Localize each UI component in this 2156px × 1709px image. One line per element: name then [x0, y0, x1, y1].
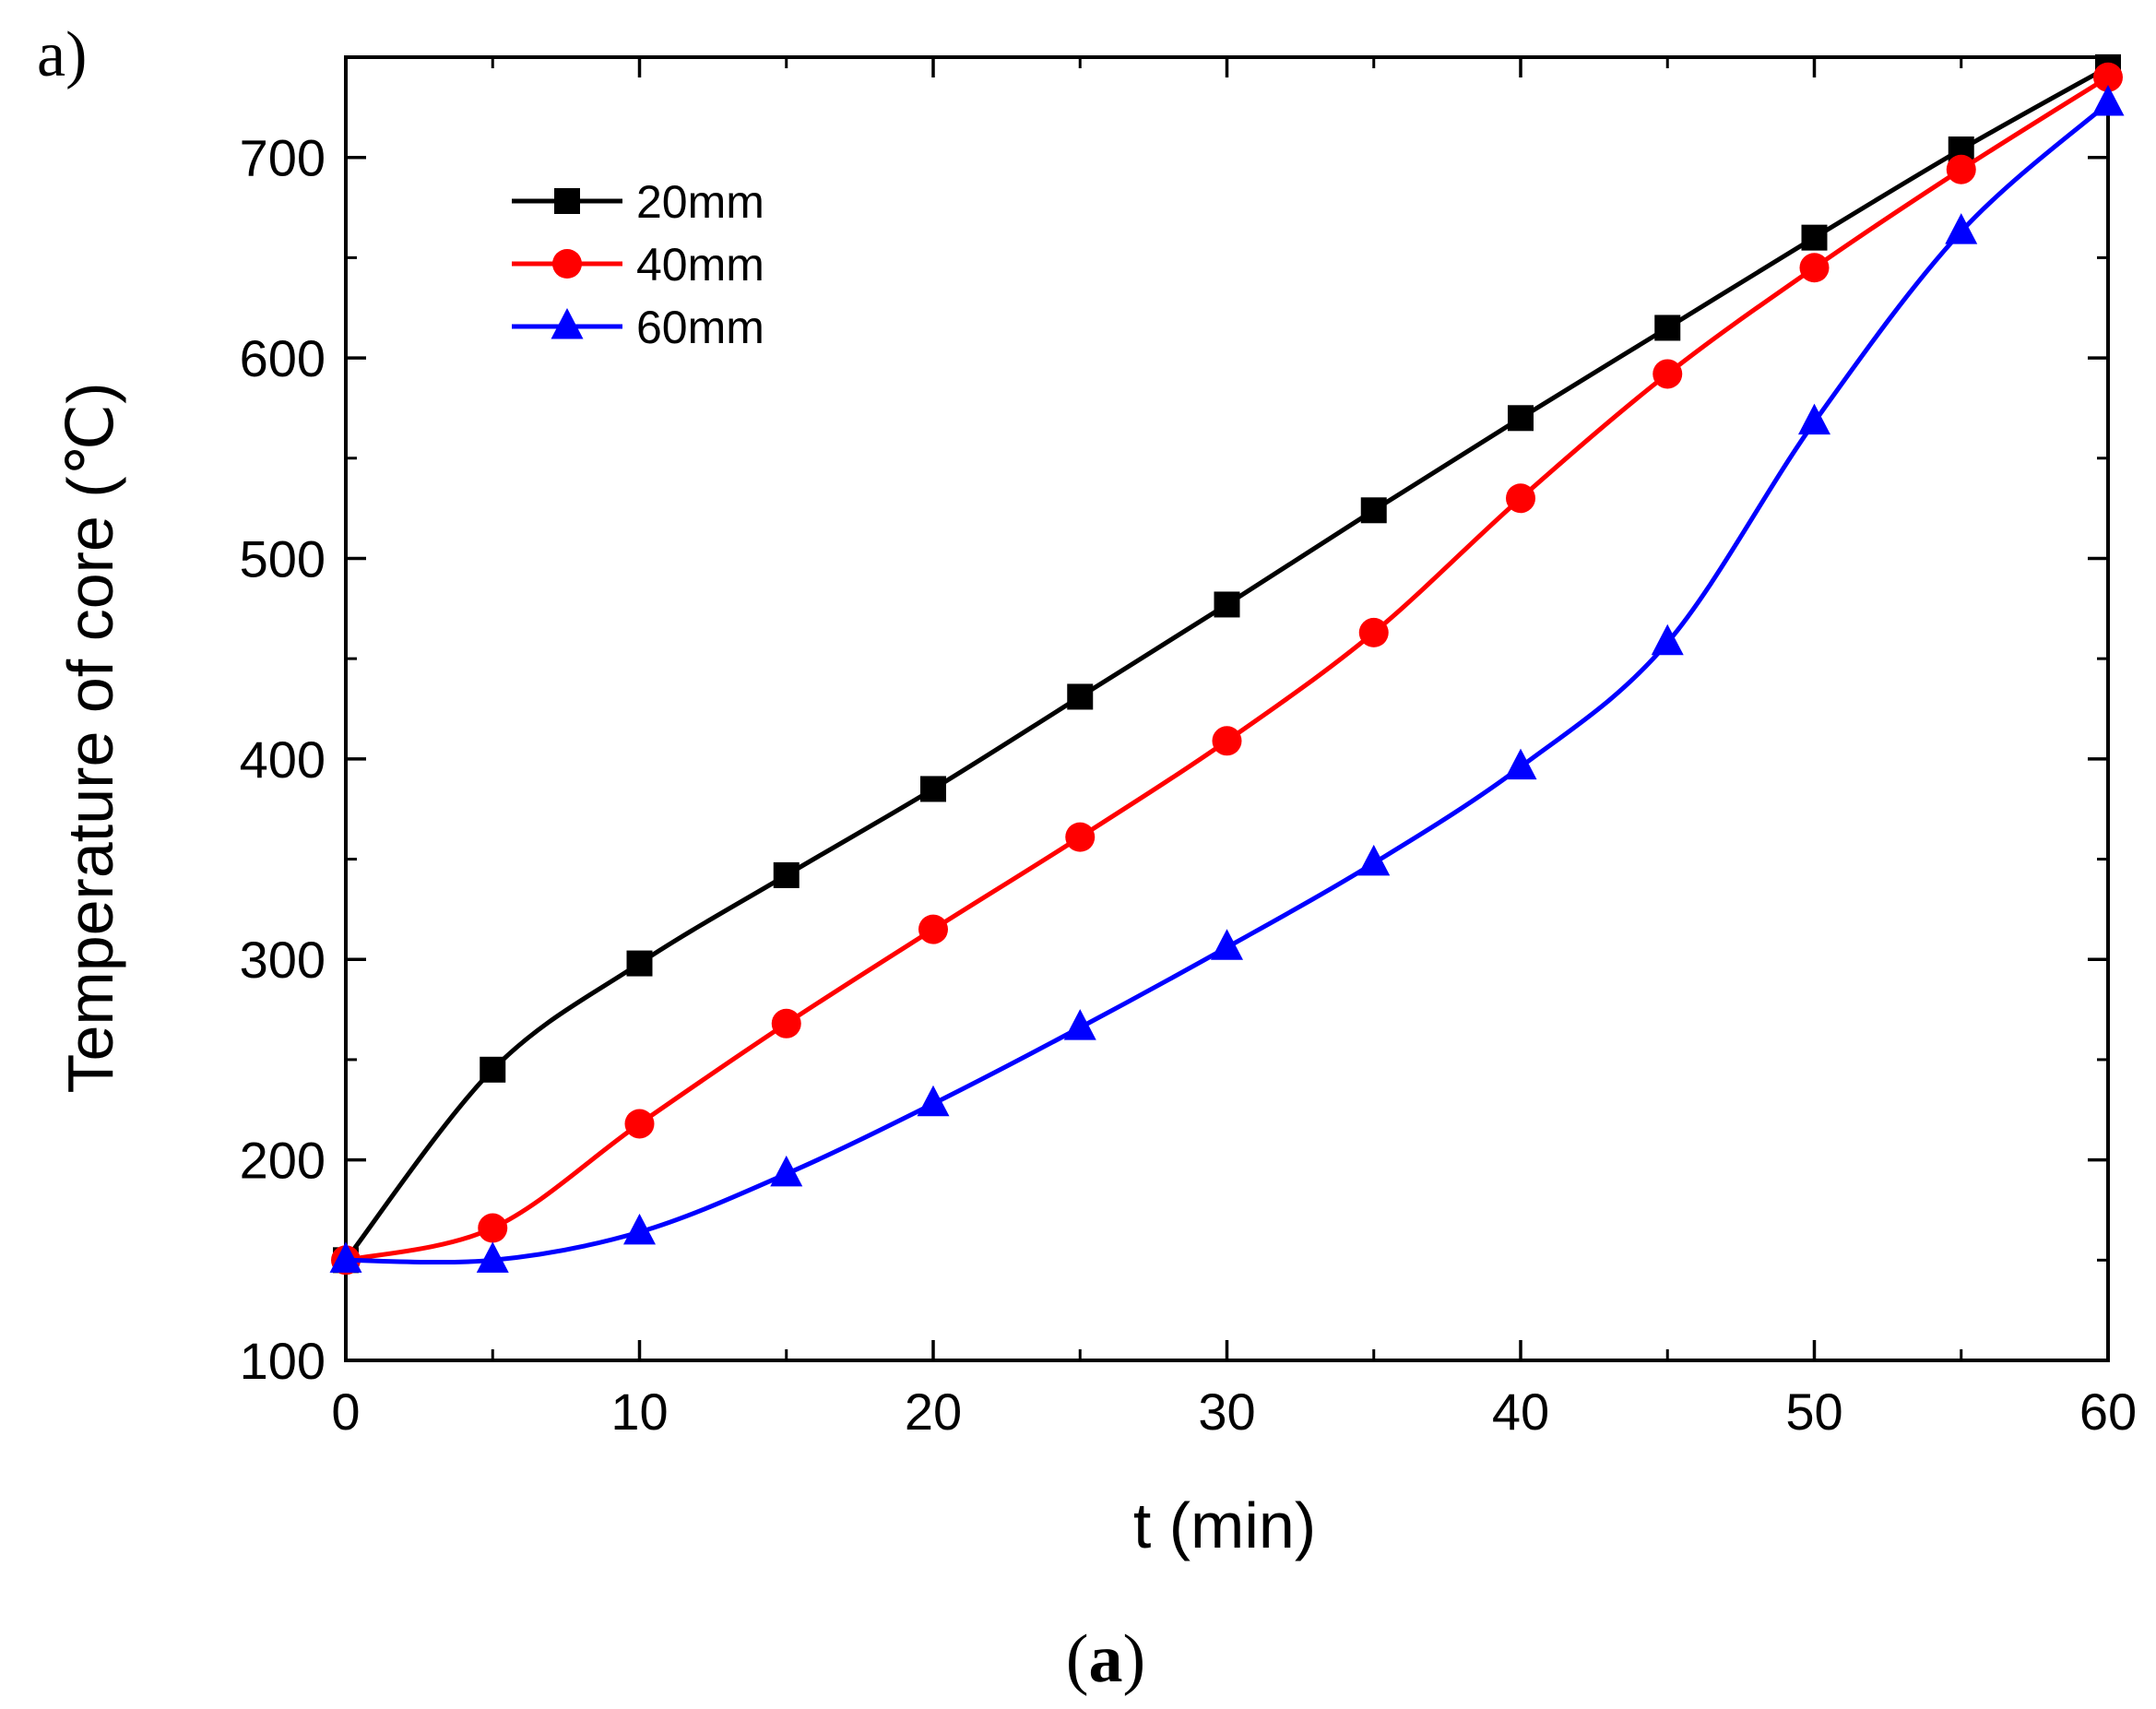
data-point-60mm	[1504, 748, 1537, 780]
data-point-20mm	[773, 861, 800, 888]
caption-open: (	[1066, 1621, 1089, 1697]
y-tick-label: 300	[240, 931, 326, 989]
x-tick-label: 50	[1785, 1383, 1842, 1441]
data-point-20mm	[1214, 591, 1240, 618]
data-point-40mm	[1065, 822, 1096, 852]
y-tick-label: 500	[240, 529, 326, 587]
data-point-60mm	[1945, 213, 1978, 244]
x-axis: 0 10 20 30 40 50 60	[331, 57, 2137, 1441]
data-point-60mm	[1357, 844, 1391, 876]
data-point-40mm	[1946, 154, 1976, 184]
legend-label: 40mm	[636, 239, 764, 291]
x-tick-label: 40	[1492, 1383, 1549, 1441]
data-point-40mm	[478, 1213, 508, 1243]
data-point-20mm	[1654, 315, 1681, 341]
data-point-40mm	[1358, 617, 1389, 647]
caption-letter: a	[1089, 1621, 1123, 1697]
data-point-60mm	[1063, 1009, 1096, 1040]
legend-marker	[552, 249, 582, 279]
data-point-20mm	[626, 950, 653, 977]
x-tick-label: 0	[331, 1383, 360, 1441]
data-point-60mm	[770, 1155, 803, 1187]
data-point-40mm	[1212, 726, 1242, 756]
data-point-60mm	[917, 1085, 950, 1117]
legend-marker	[554, 188, 580, 214]
y-tick-label: 600	[240, 329, 326, 387]
data-point-20mm	[1801, 224, 1828, 251]
y-tick-label: 400	[240, 730, 326, 789]
legend-item-40mm: 40mm	[512, 239, 764, 291]
data-point-40mm	[771, 1008, 801, 1038]
y-tick-label: 100	[240, 1332, 326, 1390]
figure-caption: (a)	[1066, 1621, 1145, 1697]
data-point-60mm	[1798, 403, 1830, 435]
data-point-40mm	[1506, 483, 1535, 514]
data-point-40mm	[624, 1109, 655, 1139]
data-point-60mm	[1651, 623, 1684, 656]
data-point-60mm	[329, 1241, 362, 1273]
data-point-20mm	[1067, 683, 1094, 710]
legend-label: 20mm	[636, 176, 764, 228]
data-point-60mm	[623, 1213, 656, 1245]
data-point-20mm	[1508, 405, 1534, 432]
series-line-60mm	[345, 101, 2110, 1265]
data-point-60mm	[2091, 85, 2125, 116]
x-tick-label: 60	[2079, 1383, 2137, 1441]
y-tick-label: 200	[240, 1132, 326, 1190]
legend-marker	[551, 308, 584, 339]
legend: 20mm 40mm 60mm	[512, 176, 764, 353]
y-axis-title: Temperature of core (℃)	[54, 382, 126, 1093]
x-tick-label: 10	[610, 1383, 668, 1441]
panel-label: a)	[37, 19, 87, 90]
series-layer	[329, 53, 2125, 1276]
series-40mm	[331, 62, 2123, 1276]
x-tick-label: 20	[905, 1383, 962, 1441]
caption-close: )	[1123, 1621, 1146, 1697]
data-point-40mm	[1653, 359, 1683, 389]
data-point-40mm	[918, 914, 948, 944]
legend-label: 60mm	[636, 302, 764, 353]
x-tick-label: 30	[1198, 1383, 1255, 1441]
data-point-60mm	[476, 1241, 509, 1273]
data-point-20mm	[920, 776, 946, 802]
series-60mm	[329, 85, 2125, 1273]
data-point-40mm	[2093, 62, 2123, 92]
legend-item-60mm: 60mm	[512, 302, 764, 353]
y-axis: 100 200 300 400 500 600 700	[240, 55, 2108, 1390]
data-point-40mm	[1799, 253, 1830, 283]
data-point-20mm	[480, 1056, 506, 1083]
data-point-60mm	[1211, 929, 1243, 960]
x-axis-title: t (min)	[1133, 1489, 1316, 1561]
legend-item-20mm: 20mm	[512, 176, 764, 228]
data-point-20mm	[1360, 497, 1387, 524]
y-tick-label: 700	[240, 129, 326, 187]
